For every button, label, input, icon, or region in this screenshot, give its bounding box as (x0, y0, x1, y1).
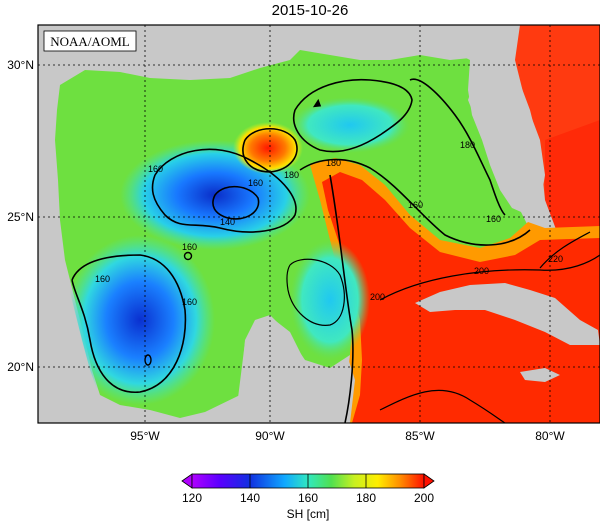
map-title: 2015-10-26 (272, 2, 349, 19)
credit-label: NOAA/AOML (50, 34, 130, 49)
colorbar-high-arrow-icon (423, 473, 435, 489)
colorbar-tick: 120 (182, 491, 202, 505)
lon-label: 85°W (405, 429, 435, 443)
contour-label: 160 (148, 164, 163, 174)
contour-label: 160 (182, 242, 197, 252)
lat-label: 30°N (7, 58, 34, 72)
map-frame (37, 24, 600, 424)
contour-160-east (409, 78, 506, 216)
north-cool-region (290, 97, 410, 153)
contour-label: 160 (95, 274, 110, 284)
contour-label: 160 (486, 214, 501, 224)
contour-label: 200 (370, 292, 385, 302)
colorbar-tick: 160 (298, 491, 318, 505)
contour-label: 160 (408, 200, 423, 210)
contour-220 (539, 231, 591, 269)
contour-label: 140 (220, 217, 235, 227)
yucatan-land (230, 318, 355, 423)
lon-label: 80°W (535, 429, 565, 443)
colorbar-tick: 180 (356, 491, 376, 505)
colorbar-tick: 140 (240, 491, 260, 505)
gridlines (38, 25, 600, 423)
colorbar-low-arrow-icon (181, 473, 193, 489)
lat-label: 20°N (7, 360, 34, 374)
contour-160-west (71, 254, 187, 393)
contour-180-warm-eddy (242, 128, 298, 173)
contour-lines (71, 78, 600, 423)
map-area: 160 160 160 140 180 180 160 160 180 160 … (38, 25, 600, 423)
contour-160-north (293, 78, 413, 153)
contour-label: 200 (474, 266, 489, 276)
contour-label: 160 (182, 297, 197, 307)
contour-200-south (379, 389, 506, 423)
contour-small-ring (183, 251, 193, 261)
credit-box (43, 30, 137, 52)
south-cool-region (290, 240, 370, 360)
contour-label: 160 (248, 178, 263, 188)
cuba-land (415, 283, 600, 345)
bahamas-channel-water (545, 120, 600, 250)
colorbar: 120 140 160 180 200 SH [cm] (181, 473, 435, 521)
contour-label-group: 160 160 160 140 180 180 160 160 180 160 … (95, 140, 563, 307)
contour-140 (212, 185, 260, 220)
colorbar-label: SH [cm] (287, 507, 330, 521)
contour-180-loop-west (329, 174, 354, 423)
contour-label: 180 (460, 140, 475, 150)
colorbar-tick: 200 (414, 491, 434, 505)
contour-160-central (151, 148, 297, 233)
triangle-marker-icon (312, 98, 322, 108)
contour-160-south (286, 258, 345, 326)
lon-label: 90°W (255, 429, 285, 443)
contour-label: 180 (284, 170, 299, 180)
west-cold-eddy (65, 235, 215, 405)
lon-label: 95°W (130, 429, 160, 443)
contour-200 (379, 254, 600, 301)
contour-label: 220 (548, 254, 563, 264)
lat-label: 25°N (7, 210, 34, 224)
florida-land (445, 25, 545, 215)
contour-180-loop (299, 158, 531, 246)
contour-label: 180 (326, 158, 341, 168)
